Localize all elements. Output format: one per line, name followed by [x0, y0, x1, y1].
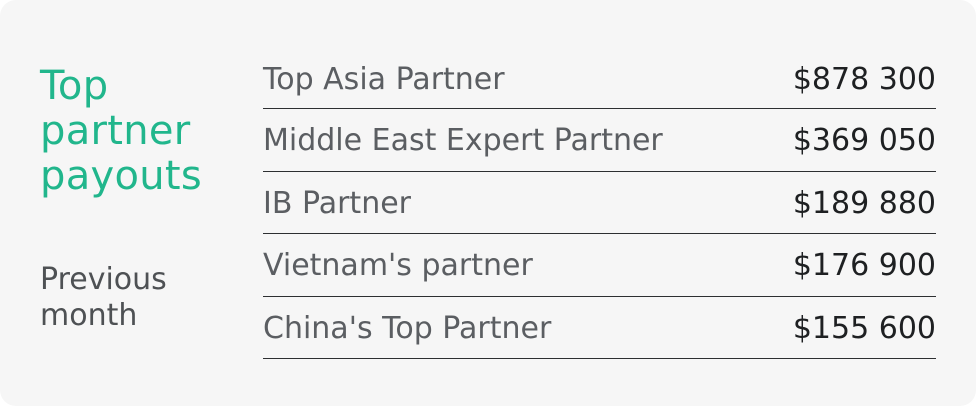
payout-amount: $878 300: [792, 61, 936, 97]
list-item: IB Partner $189 880: [263, 172, 936, 234]
payout-amount: $189 880: [792, 185, 936, 221]
payout-amount: $155 600: [792, 310, 936, 346]
partner-name: Vietnam's partner: [263, 248, 533, 284]
partner-name: Middle East Expert Partner: [263, 123, 663, 159]
list-item: Middle East Expert Partner $369 050: [263, 109, 936, 172]
period-label: Previous month: [40, 262, 167, 333]
list-item: China's Top Partner $155 600: [263, 297, 936, 359]
partner-name: IB Partner: [263, 185, 411, 221]
list-item: Top Asia Partner $878 300: [263, 48, 936, 109]
card-title: Top partner payouts: [40, 63, 203, 199]
partner-payouts-list: Top Asia Partner $878 300 Middle East Ex…: [263, 48, 936, 359]
payout-amount: $176 900: [792, 248, 936, 284]
payout-amount: $369 050: [792, 123, 936, 159]
partner-name: Top Asia Partner: [263, 61, 505, 97]
list-item: Vietnam's partner $176 900: [263, 234, 936, 297]
partner-name: China's Top Partner: [263, 310, 552, 346]
